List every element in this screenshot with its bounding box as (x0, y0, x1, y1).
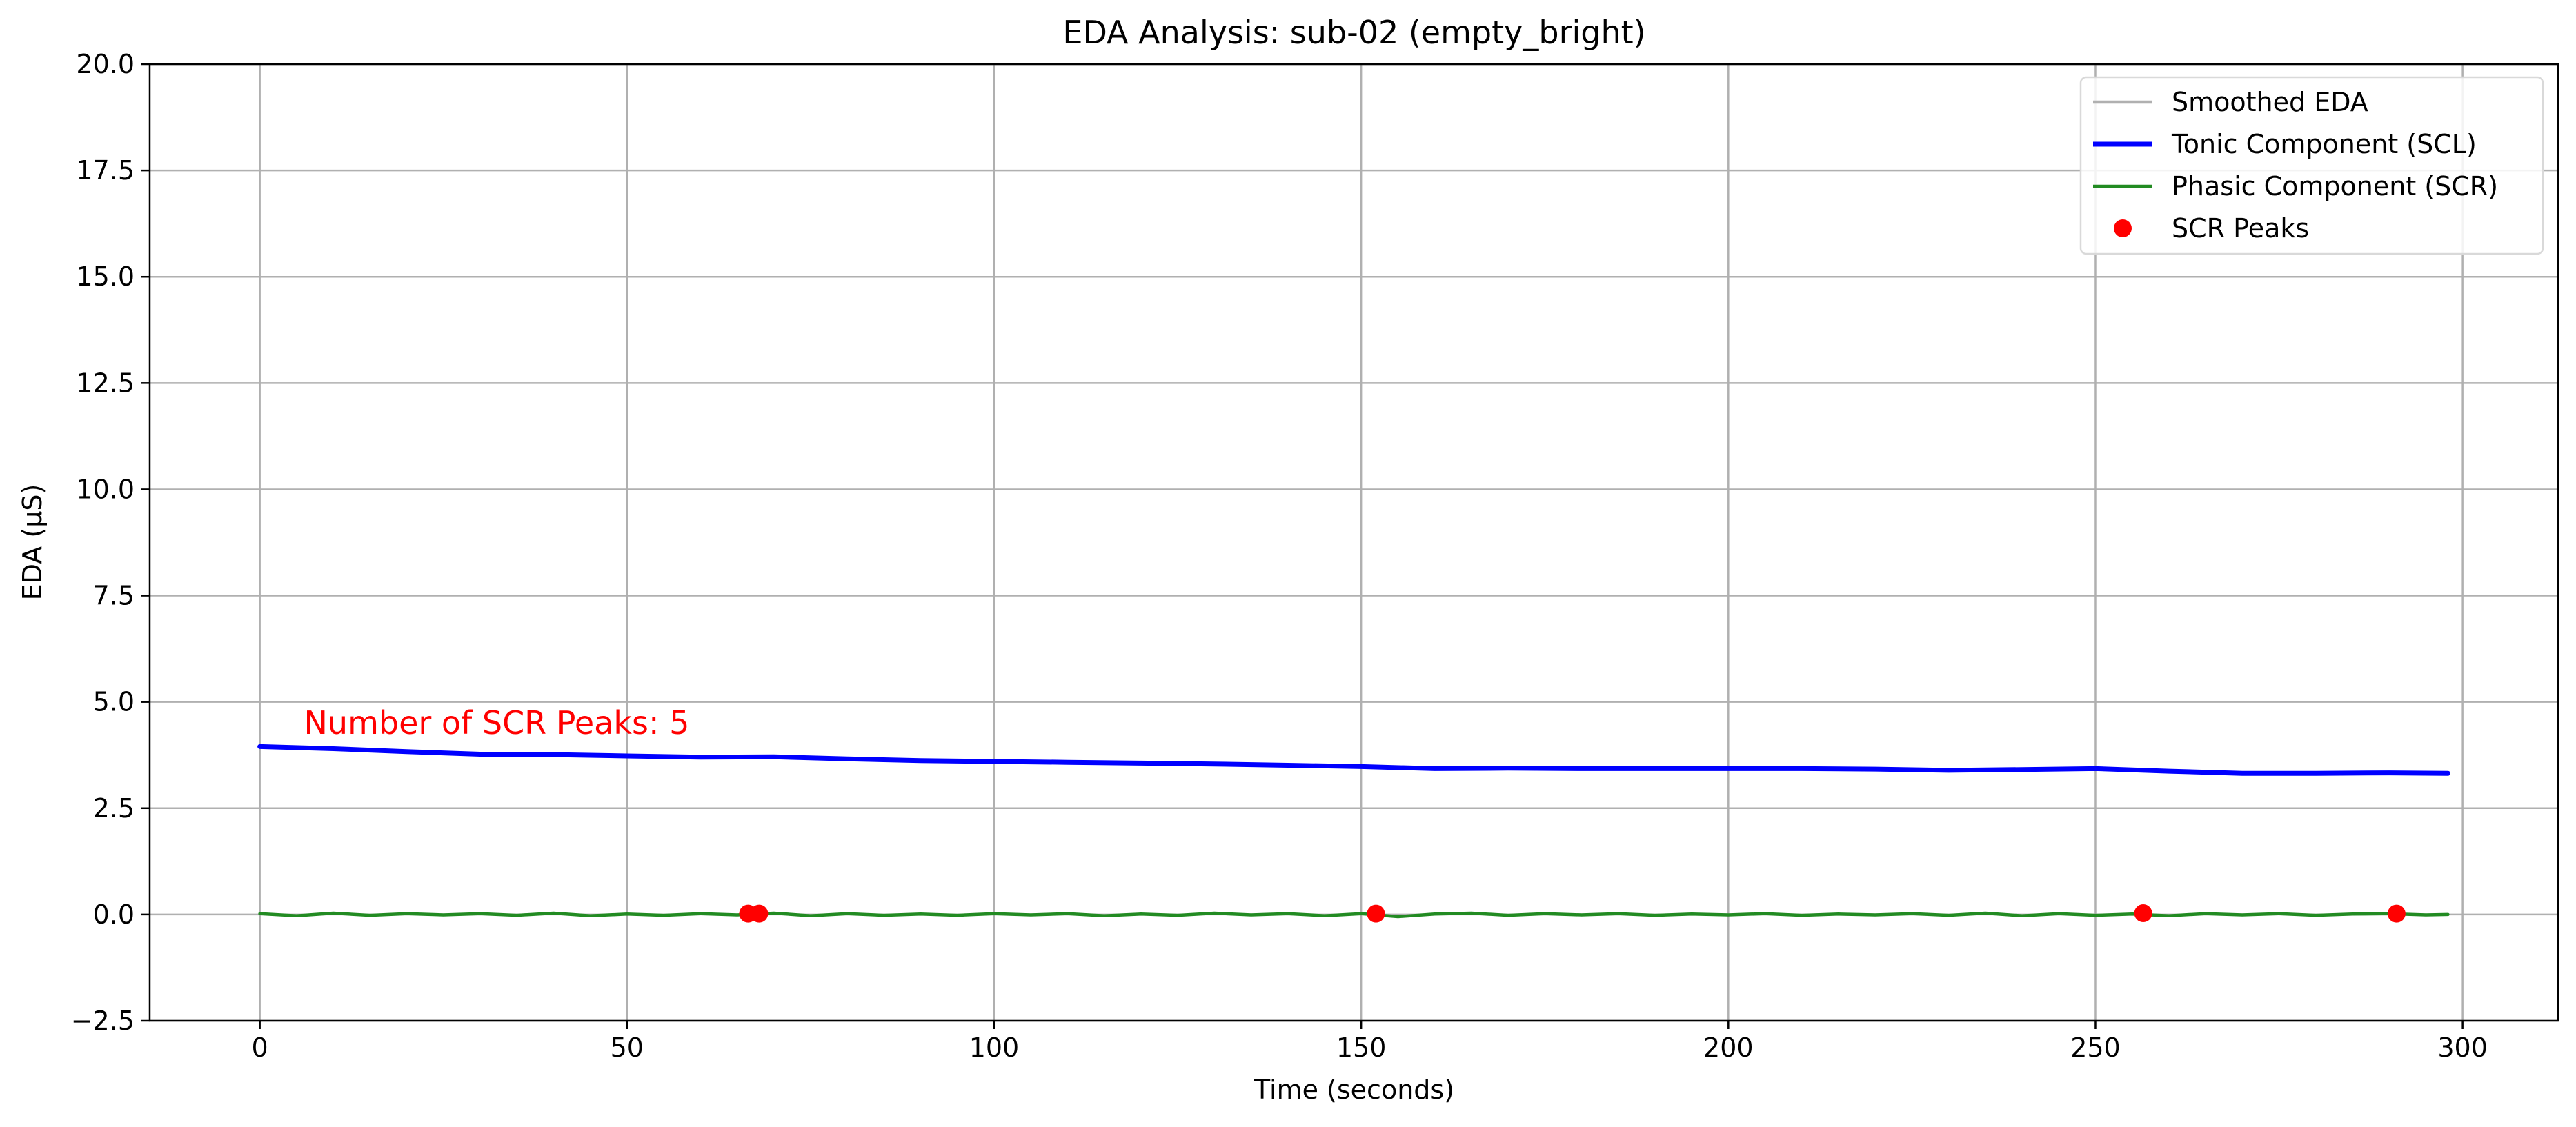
scr-peak-point (750, 904, 769, 923)
y-tick-label: 5.0 (93, 687, 135, 717)
y-tick-label: −2.5 (71, 1006, 135, 1036)
x-tick-label: 200 (1703, 1033, 1754, 1063)
y-tick-label: 0.0 (93, 899, 135, 930)
y-tick-label: 2.5 (93, 793, 135, 824)
y-axis-title: EDA (µS) (17, 484, 48, 601)
phasic-component-scr-line (258, 911, 2450, 919)
scr-peak-point (2134, 904, 2152, 923)
y-tick-label: 7.5 (93, 581, 135, 611)
scr-peak-point (2387, 904, 2406, 923)
x-axis-title: Time (seconds) (1254, 1075, 1454, 1105)
x-tick-label: 250 (2070, 1033, 2121, 1063)
legend-label-tonic-component-scl: Tonic Component (SCL) (2171, 129, 2477, 159)
y-axis: −2.5 0.0 2.5 5.0 7.5 10.0 12.5 15.0 17.5 20.0 (71, 49, 150, 1036)
x-axis: 0 50 100 150 200 250 300 (252, 1021, 2488, 1063)
legend: Smoothed EDA Tonic Component (SCL) Phasic … (2079, 76, 2544, 255)
y-tick-label: 10.0 (76, 474, 135, 504)
x-tick-label: 300 (2437, 1033, 2488, 1063)
legend-box (2079, 76, 2544, 255)
legend-marker-scr-peaks (2114, 219, 2132, 237)
legend-label-phasic-component-scr: Phasic Component (SCR) (2172, 171, 2498, 201)
series-layer (257, 744, 2450, 923)
legend-label-smoothed-eda: Smoothed EDA (2172, 87, 2368, 117)
x-tick-label: 150 (1336, 1033, 1387, 1063)
tonic-component-scl-line (257, 744, 2450, 776)
y-tick-label: 15.0 (76, 261, 135, 292)
y-tick-label: 17.5 (76, 155, 135, 186)
annotation-layer: Number of SCR Peaks: 5 (304, 704, 690, 741)
legend-items: Smoothed EDA Tonic Component (SCL) Phasic … (2093, 87, 2498, 243)
scr-peak-point (1367, 904, 1385, 923)
x-tick-label: 50 (611, 1033, 644, 1063)
scr-peak-count-annotation: Number of SCR Peaks: 5 (304, 704, 690, 741)
legend-label-scr-peaks: SCR Peaks (2172, 213, 2309, 243)
x-tick-label: 0 (252, 1033, 268, 1063)
x-tick-label: 100 (969, 1033, 1020, 1063)
y-tick-label: 12.5 (76, 368, 135, 398)
plot-frame (148, 63, 2559, 1022)
y-tick-label: 20.0 (76, 49, 135, 79)
chart-title: EDA Analysis: sub-02 (empty_bright) (1062, 14, 1645, 51)
